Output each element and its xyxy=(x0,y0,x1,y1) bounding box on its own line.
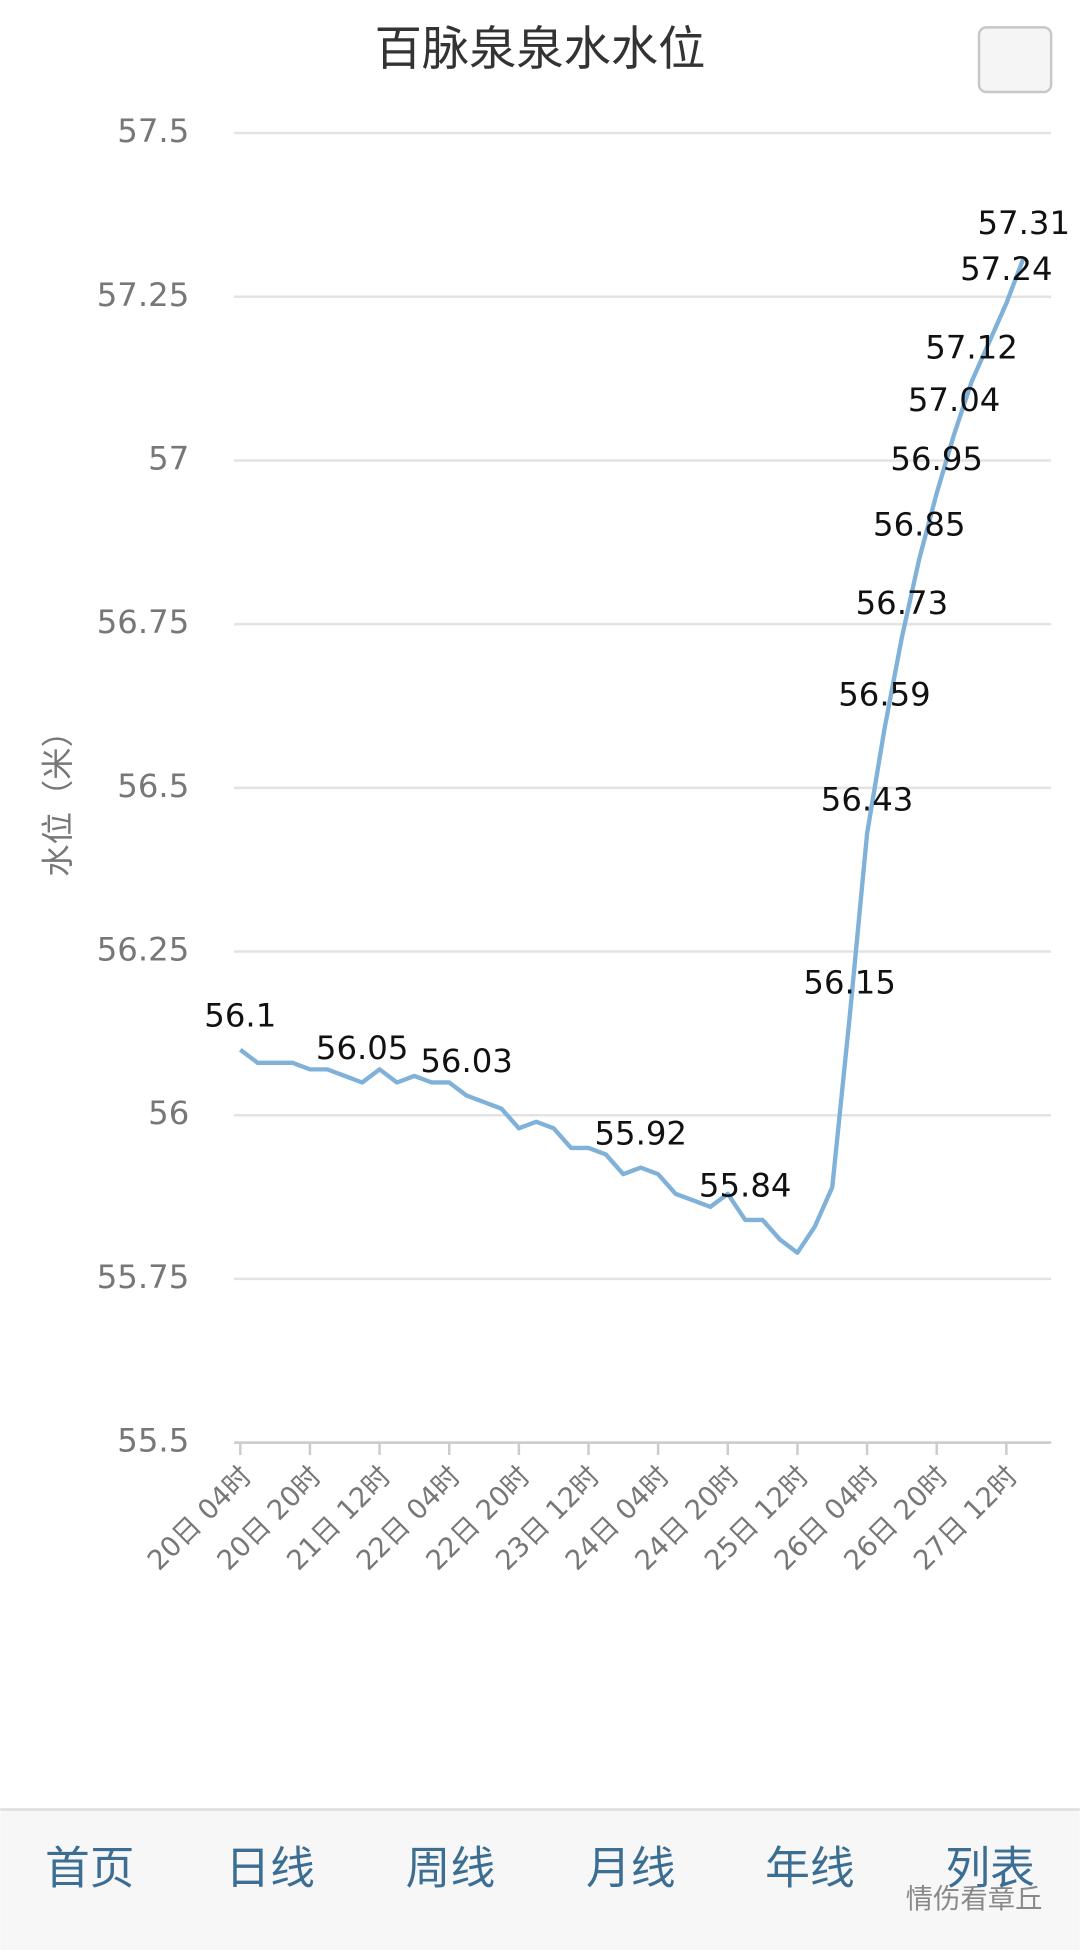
watermark: 情伤看章丘 xyxy=(906,1884,1043,1915)
data-label: 56.15 xyxy=(803,964,896,1002)
data-label: 57.04 xyxy=(908,381,1001,419)
y-tick-label: 56.75 xyxy=(97,603,190,641)
nav-tab[interactable]: 首页 xyxy=(45,1842,135,1895)
menu-button[interactable] xyxy=(977,26,1053,94)
y-tick-label: 56 xyxy=(148,1094,189,1132)
data-label: 56.05 xyxy=(316,1029,409,1067)
data-label: 55.84 xyxy=(699,1167,792,1205)
data-label: 57.12 xyxy=(925,329,1018,367)
data-label: 56.03 xyxy=(420,1042,513,1080)
y-axis-label: 水位（米） xyxy=(39,715,77,877)
data-label: 56.73 xyxy=(856,584,949,622)
data-label: 56.59 xyxy=(838,676,931,714)
nav-tab[interactable]: 日线 xyxy=(225,1842,315,1895)
y-tick-label: 57 xyxy=(148,439,189,477)
chart-title: 百脉泉泉水水位 xyxy=(375,22,706,77)
y-tick-label: 57.25 xyxy=(97,276,190,314)
y-tick-label: 55.75 xyxy=(97,1258,190,1296)
data-label: 56.43 xyxy=(821,780,914,818)
nav-bar xyxy=(0,1809,1080,1950)
data-label: 56.85 xyxy=(873,505,966,543)
data-line xyxy=(238,256,1026,1255)
data-label: 56.95 xyxy=(890,440,983,478)
y-tick-label: 56.5 xyxy=(117,767,189,805)
data-label: 55.92 xyxy=(594,1114,687,1152)
y-tick-label: 55.5 xyxy=(117,1422,189,1460)
data-label: 56.1 xyxy=(204,996,276,1034)
nav-tab[interactable]: 月线 xyxy=(586,1842,676,1895)
nav-tab[interactable]: 年线 xyxy=(765,1842,855,1895)
nav-tab[interactable]: 周线 xyxy=(406,1842,496,1895)
data-label: 57.24 xyxy=(960,250,1053,288)
data-label: 57.31 xyxy=(977,204,1070,242)
nav-tab[interactable]: 列表 xyxy=(945,1842,1035,1895)
y-tick-label: 57.5 xyxy=(117,112,189,150)
y-tick-label: 56.25 xyxy=(97,931,190,969)
